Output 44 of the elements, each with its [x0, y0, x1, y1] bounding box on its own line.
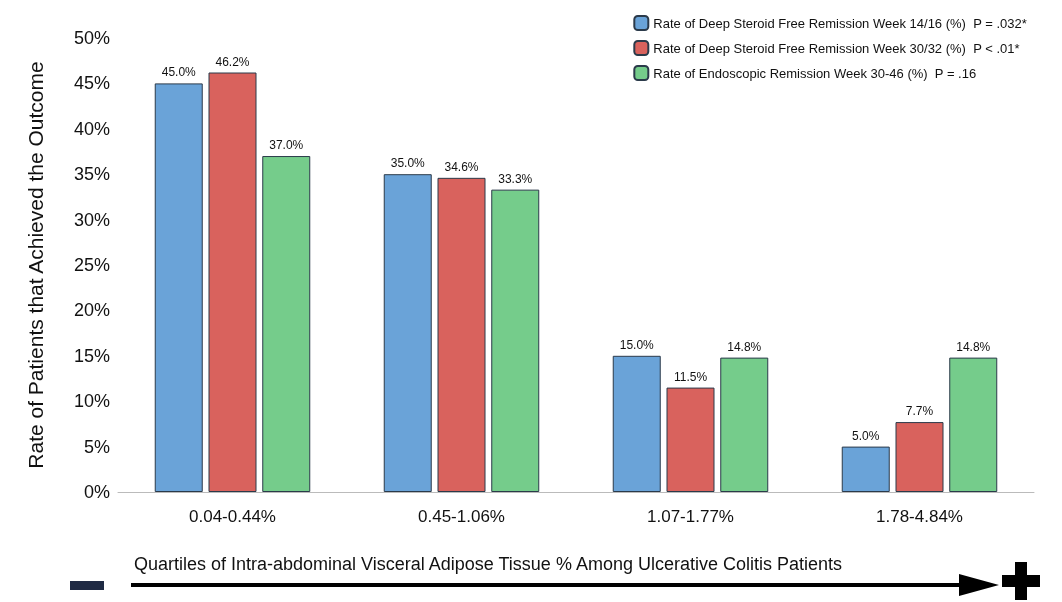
- data-label: 37.0%: [269, 138, 304, 153]
- bar: [491, 189, 540, 492]
- y-tick-label: 10%: [73, 391, 110, 412]
- y-tick-label: 50%: [73, 28, 110, 48]
- y-tick-label: 25%: [73, 255, 110, 275]
- y-tick-label: 5%: [83, 436, 110, 457]
- x-axis-title: Quartiles of Intra-abdominal Visceral Adipose Tissue % Among Ulcerative Colitis Patients: [134, 554, 843, 575]
- y-tick-label: 20%: [73, 300, 110, 321]
- y-tick-label: 40%: [73, 118, 110, 139]
- bar: [612, 355, 661, 492]
- bar: [949, 357, 998, 492]
- data-label: 33.3%: [498, 171, 533, 186]
- legend-label: Rate of Endoscopic Remission Week 30-46 (%) P = .16: [653, 65, 977, 81]
- y-tick-label: 30%: [73, 209, 110, 230]
- bar: [262, 156, 311, 492]
- y-tick-label: 35%: [73, 164, 110, 185]
- x-tick-label: 1.07-1.77%: [647, 507, 734, 526]
- bar: [895, 422, 944, 492]
- y-axis-title: Rate of Patients that Achieved the Outcome: [24, 61, 47, 469]
- data-label: 15.0%: [619, 337, 655, 352]
- legend-label: Rate of Deep Steroid Free Remission Week 30/32 (%) P < .01*: [653, 40, 1020, 56]
- bar: [437, 177, 486, 492]
- y-tick-label: 0%: [83, 482, 110, 502]
- data-label: 35.0%: [390, 156, 426, 171]
- data-label: 14.8%: [956, 339, 991, 354]
- data-label: 14.8%: [727, 339, 762, 354]
- data-label: 46.2%: [215, 54, 250, 69]
- data-label: 45.0%: [161, 65, 197, 80]
- x-tick-label: 0.45-1.06%: [418, 507, 505, 526]
- data-label: 7.7%: [905, 404, 934, 419]
- y-tick-label: 45%: [73, 73, 110, 94]
- bar: [383, 174, 432, 492]
- data-label: 34.6%: [444, 159, 479, 174]
- bar: [666, 387, 715, 492]
- x-tick-label: 1.78-4.84%: [876, 507, 963, 526]
- data-label: 11.5%: [673, 369, 708, 384]
- legend-label: Rate of Deep Steroid Free Remission Week 14/16 (%) P = .032*: [653, 15, 1027, 31]
- data-label: 5.0%: [852, 428, 880, 443]
- bar: [154, 83, 203, 492]
- bar: [208, 72, 257, 492]
- y-tick-label: 15%: [73, 345, 110, 366]
- bar: [720, 357, 769, 492]
- x-tick-label: 0.04-0.44%: [189, 507, 276, 526]
- bar: [841, 446, 890, 492]
